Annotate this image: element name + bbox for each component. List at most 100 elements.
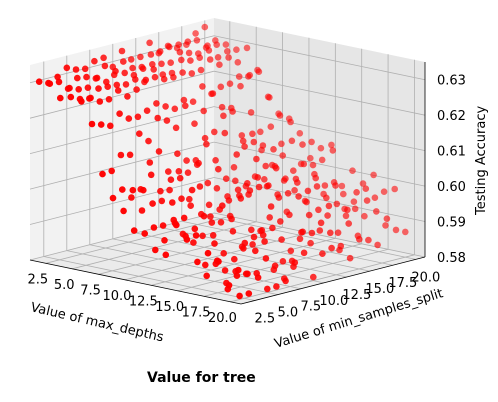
x-tick-label: 10.0 <box>102 289 131 304</box>
data-point <box>124 93 131 100</box>
data-point <box>266 94 273 101</box>
data-point <box>173 125 180 132</box>
data-point <box>365 237 372 244</box>
data-point <box>279 152 286 159</box>
data-point <box>129 65 136 72</box>
data-point <box>317 227 324 234</box>
data-point <box>82 66 89 73</box>
data-point <box>131 227 138 234</box>
data-point <box>189 70 196 77</box>
data-point <box>252 248 259 255</box>
data-point <box>235 187 242 194</box>
data-point <box>364 197 371 204</box>
data-point <box>178 195 185 202</box>
data-point <box>310 162 317 169</box>
data-point <box>330 147 337 154</box>
data-point <box>374 242 381 249</box>
data-point <box>207 56 214 63</box>
data-point <box>66 85 73 92</box>
data-point <box>116 110 123 117</box>
data-point <box>166 187 173 194</box>
data-point <box>301 250 308 257</box>
data-point <box>276 194 283 201</box>
data-point <box>356 236 363 243</box>
z-tick-label: 0.60 <box>437 180 466 195</box>
data-point <box>179 69 186 76</box>
data-point <box>273 165 280 172</box>
data-point <box>264 286 271 293</box>
data-point <box>310 274 317 281</box>
data-point <box>287 119 294 126</box>
data-point <box>74 75 81 82</box>
data-point <box>226 197 233 204</box>
y-tick-label: 7.5 <box>300 300 321 315</box>
data-point <box>205 180 212 187</box>
data-point <box>150 66 157 73</box>
data-point <box>135 114 142 121</box>
data-point <box>177 49 184 56</box>
data-point <box>161 237 168 244</box>
data-point <box>78 98 85 105</box>
data-point <box>128 194 135 201</box>
axis-panes <box>30 18 425 304</box>
data-point <box>257 129 264 136</box>
data-point <box>238 195 245 202</box>
data-point <box>169 199 176 206</box>
data-point <box>102 63 109 70</box>
data-point <box>207 213 214 220</box>
data-point <box>152 247 159 254</box>
data-point <box>239 132 246 139</box>
data-point <box>247 187 254 194</box>
data-point <box>248 109 255 116</box>
data-point <box>91 58 98 65</box>
data-point <box>303 199 310 206</box>
data-point <box>291 187 298 194</box>
data-point <box>191 120 198 127</box>
data-point <box>322 182 329 189</box>
data-point <box>232 178 239 185</box>
data-point <box>178 57 185 64</box>
z-tick-label: 0.58 <box>437 251 466 266</box>
data-point <box>260 232 267 239</box>
data-point <box>168 176 175 183</box>
data-point <box>373 208 380 215</box>
data-point <box>198 67 205 74</box>
data-point <box>305 188 312 195</box>
data-point <box>114 82 121 89</box>
data-point <box>262 163 269 170</box>
data-point <box>206 47 213 54</box>
data-point <box>334 201 341 208</box>
data-point <box>244 45 251 52</box>
data-point <box>146 40 153 47</box>
data-point <box>104 83 111 90</box>
data-point <box>119 186 126 193</box>
data-point <box>210 90 217 97</box>
data-point <box>297 130 304 137</box>
data-point <box>147 159 154 166</box>
data-point <box>206 202 213 209</box>
data-point <box>261 238 268 245</box>
data-point <box>153 100 160 107</box>
data-point <box>312 175 319 182</box>
chart-title: Value for tree <box>147 370 256 386</box>
data-point <box>85 84 92 91</box>
z-tick-label: 0.59 <box>437 216 466 231</box>
data-point <box>184 236 191 243</box>
data-point <box>235 59 242 66</box>
data-point <box>160 222 167 229</box>
data-point <box>83 74 90 81</box>
z-axis-label: Testing Accuracy <box>474 106 489 216</box>
z-tick-label: 0.62 <box>437 109 466 124</box>
data-point <box>292 259 299 266</box>
data-point <box>199 233 206 240</box>
data-point <box>309 230 316 237</box>
data-point <box>223 41 230 48</box>
data-point <box>36 78 43 85</box>
z-tick-label: 0.63 <box>437 74 466 89</box>
data-point <box>297 236 304 243</box>
data-point <box>314 183 321 190</box>
data-point <box>382 222 389 229</box>
data-point <box>68 94 75 101</box>
data-point <box>278 141 285 148</box>
data-point <box>182 103 189 110</box>
